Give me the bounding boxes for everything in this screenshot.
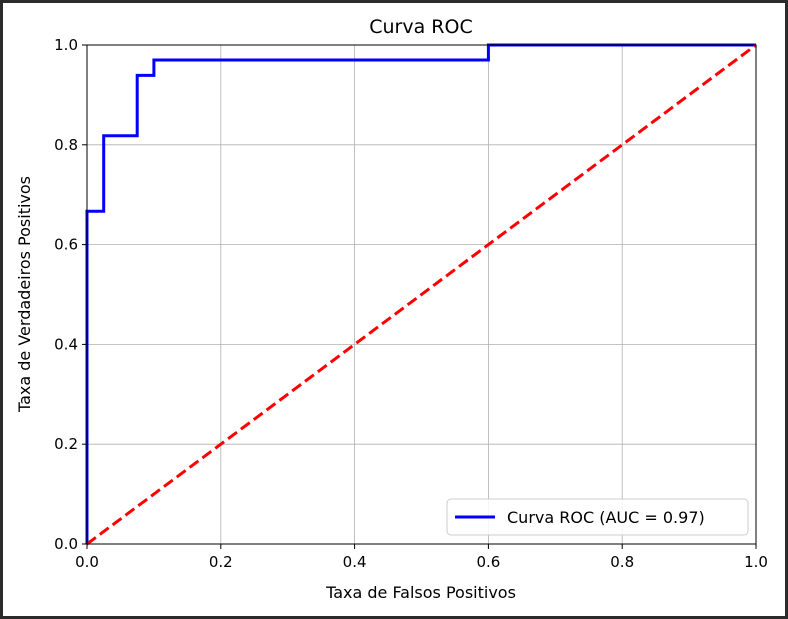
chart-title: Curva ROC [369,16,472,38]
x-tick-label: 0.2 [209,553,233,571]
x-tick-label: 0.6 [476,553,500,571]
series-layer [85,43,757,546]
legend: Curva ROC (AUC = 0.97) [446,498,749,536]
y-tick-label: 0.2 [54,435,78,453]
legend-label: Curva ROC (AUC = 0.97) [507,508,705,527]
y-tick-label: 0.6 [54,236,78,254]
x-axis-label: Taxa de Falsos Positivos [325,583,516,602]
y-tick-label: 0.8 [54,136,78,154]
chance-diagonal-line [86,43,757,546]
y-tick-label: 0.4 [54,335,78,353]
y-axis-label: Taxa de Verdadeiros Positivos [15,176,34,413]
x-tick-label: 0.4 [343,553,367,571]
x-tick-label: 0.0 [75,553,99,571]
y-tick-label: 1.0 [54,36,78,54]
y-tick-label: 0.0 [54,535,78,553]
legend-box [446,498,749,536]
plot-area-border [86,44,757,545]
y-axis-ticks: 0.0 0.2 0.4 0.6 0.8 1.0 [54,36,87,553]
x-tick-label: 1.0 [744,553,768,571]
x-tick-label: 0.8 [610,553,634,571]
x-axis-ticks: 0.0 0.2 0.4 0.6 0.8 1.0 [75,544,768,571]
figure-frame: Curva ROC 0.0 0.2 0.4 0.6 0.8 1.0 0.0 0.2 0.4 0.… [3,3,785,616]
roc-chart: Curva ROC 0.0 0.2 0.4 0.6 0.8 1.0 0.00.20.40.… [15,16,768,602]
